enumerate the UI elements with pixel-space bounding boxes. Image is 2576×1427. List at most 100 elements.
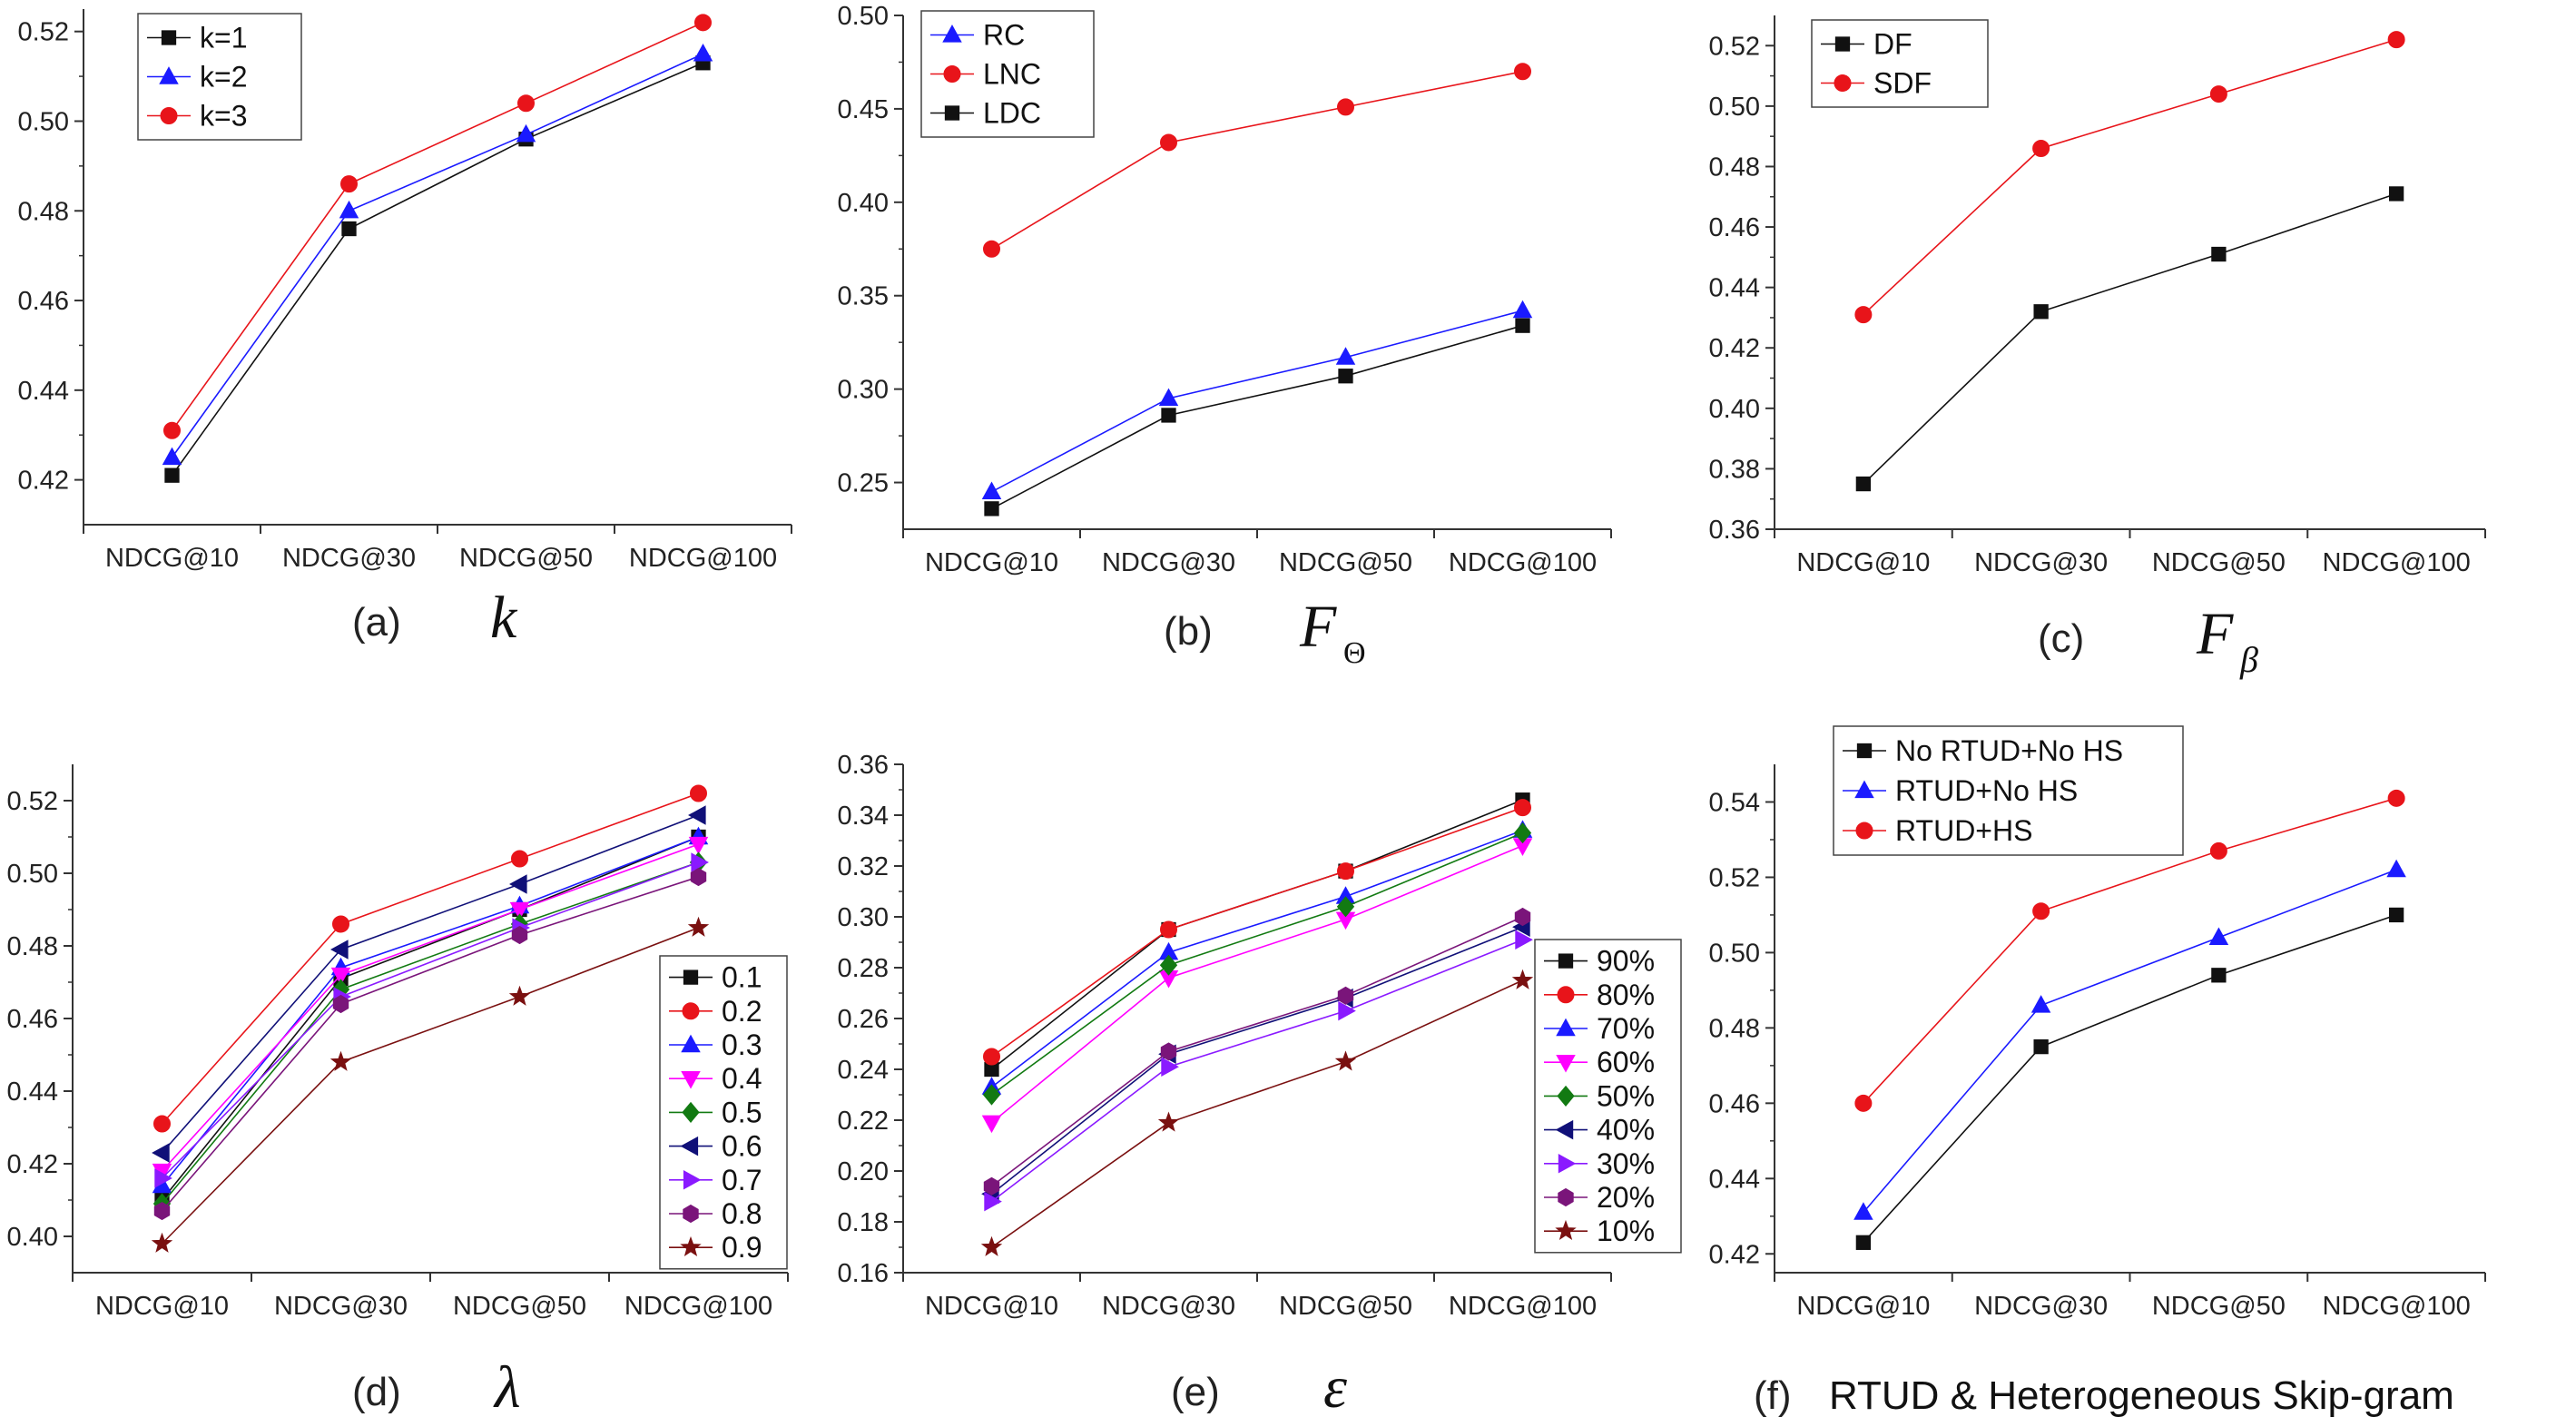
legend-entry: 0.6 (722, 1130, 762, 1163)
y-tick-label: 0.52 (18, 18, 69, 47)
series-line-ldc (984, 318, 1530, 517)
data-point (983, 1048, 1000, 1066)
data-point (2033, 304, 2049, 320)
data-point (983, 240, 1000, 258)
data-point (1161, 1057, 1179, 1077)
data-point (1854, 1094, 1873, 1112)
data-point (341, 221, 357, 237)
legend-marker (942, 25, 962, 43)
data-point (517, 94, 535, 113)
data-point (2032, 902, 2050, 920)
legend-marker (1834, 74, 1852, 92)
data-point (1855, 1235, 1872, 1250)
legend-marker (1555, 1219, 1577, 1241)
data-point (1337, 862, 1354, 881)
x-tick-label: NDCG@100 (1449, 548, 1597, 577)
data-point (2211, 246, 2227, 262)
y-tick-label: 0.18 (838, 1208, 889, 1237)
caption-symbol: F (2196, 601, 2234, 667)
data-point (1514, 63, 1531, 81)
x-tick-label: NDCG@10 (105, 544, 239, 573)
data-point (164, 467, 180, 483)
data-point (1515, 318, 1530, 333)
x-tick-label: NDCG@30 (282, 544, 416, 573)
data-point (151, 1232, 173, 1253)
legend-entry: 50% (1597, 1079, 1655, 1112)
y-tick-label: 0.46 (1709, 213, 1760, 242)
data-point (1513, 822, 1532, 844)
y-tick-label: 0.44 (7, 1078, 58, 1107)
y-tick-label: 0.36 (1709, 516, 1760, 545)
y-tick-label: 0.52 (7, 787, 58, 816)
data-point (516, 123, 536, 143)
data-point (1160, 920, 1177, 939)
series-line-0-8 (153, 868, 707, 1221)
data-point (1161, 408, 1176, 423)
series-path (161, 927, 699, 1245)
data-point (2209, 841, 2227, 860)
y-tick-label: 0.44 (1709, 1165, 1760, 1194)
y-tick-label: 0.36 (838, 751, 889, 780)
series-path (171, 62, 703, 477)
y-tick-label: 0.30 (838, 903, 889, 932)
series-path (991, 806, 1523, 1058)
series-path (991, 799, 1523, 1070)
legend-marker (1558, 953, 1574, 969)
legend-entry: 20% (1597, 1181, 1655, 1214)
y-tick-label: 0.46 (1709, 1089, 1760, 1118)
x-tick-label: NDCG@30 (1102, 548, 1235, 577)
legend-entry: No RTUD+No HS (1895, 734, 2123, 767)
series-path (1863, 797, 2397, 1104)
legend-entry: RTUD+HS (1895, 814, 2032, 847)
x-tick-label: NDCG@50 (1279, 1292, 1412, 1321)
legend-entry: 0.1 (722, 961, 762, 994)
series-path (991, 979, 1523, 1248)
caption-tag: (c) (2038, 616, 2084, 661)
legend-marker (682, 1002, 700, 1020)
data-point (1337, 986, 1354, 1005)
y-tick-label: 0.44 (1709, 274, 1760, 303)
legend-entry: 0.7 (722, 1164, 762, 1196)
x-tick-label: NDCG@50 (1279, 548, 1412, 577)
data-point (1514, 799, 1531, 817)
caption: (f) RTUD & Heterogeneous Skip-gram (1754, 1373, 2454, 1418)
data-point (690, 784, 707, 802)
legend: 0.10.20.30.40.50.60.70.80.9 (659, 955, 788, 1270)
series-line-no-rtud-no-hs (1855, 907, 2404, 1250)
caption-symbol: ε (1323, 1354, 1347, 1421)
data-point (2388, 186, 2404, 202)
caption: (b) F Θ (1164, 594, 1366, 670)
series-path (161, 876, 699, 1212)
series-line-df (1855, 186, 2404, 492)
legend-marker (1834, 36, 1851, 52)
x-tick-label: NDCG@50 (453, 1292, 586, 1321)
data-point (1336, 896, 1355, 918)
caption-symbol: F (1299, 594, 1337, 660)
data-point (2209, 85, 2227, 103)
series-line-lnc (983, 63, 1531, 258)
x-tick-label: NDCG@100 (2323, 548, 2471, 577)
y-tick-label: 0.35 (838, 282, 889, 311)
legend-box (1833, 725, 2184, 856)
legend-marker (1558, 1187, 1574, 1207)
series-line-k-2 (162, 43, 713, 466)
legend-marker (160, 107, 178, 124)
y-tick-label: 0.16 (838, 1259, 889, 1288)
caption-symbol: k (490, 585, 518, 651)
y-tick-label: 0.40 (838, 189, 889, 218)
x-tick-label: NDCG@100 (1449, 1292, 1597, 1321)
data-point (694, 14, 712, 32)
legend: No RTUD+No HS RTUD+No HS RTUD+HS (1833, 725, 2184, 856)
chart-panel-b: 0.25 0.30 0.35 0.40 0.45 0.50 NDCG@10 NDCG@30 ND… (838, 2, 1612, 670)
legend-box (1811, 19, 1989, 108)
legend-entry: 0.8 (722, 1197, 762, 1230)
data-point (982, 1084, 1001, 1106)
series-path (1863, 38, 2397, 316)
series-line-k-3 (163, 14, 712, 439)
legend-entry: RC (983, 19, 1025, 52)
legend-entry: k=2 (200, 61, 247, 93)
data-point (984, 501, 999, 517)
series-path (991, 832, 1523, 1096)
data-point (153, 1115, 171, 1133)
data-point (1159, 954, 1178, 976)
